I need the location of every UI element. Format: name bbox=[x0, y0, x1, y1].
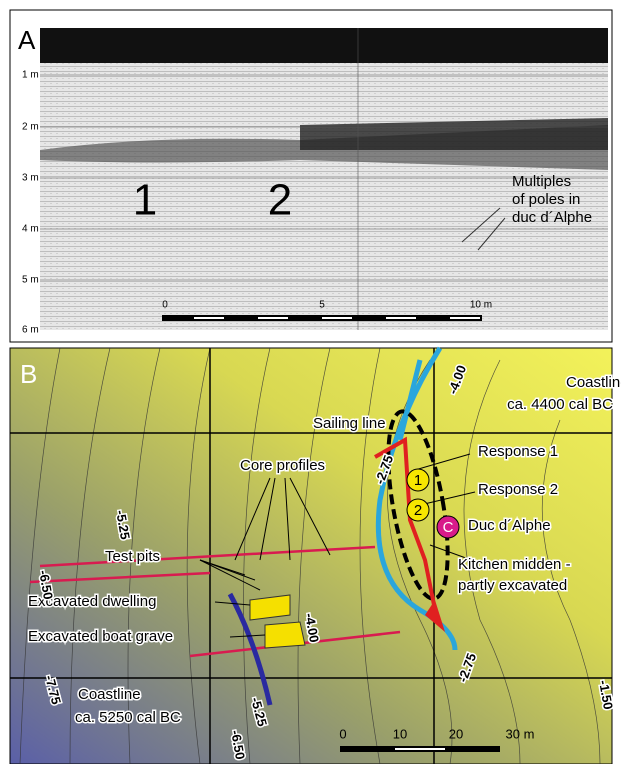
coastline-label: Coastline bbox=[78, 686, 141, 703]
sailing-arrow bbox=[425, 600, 445, 632]
depth-lines bbox=[40, 28, 608, 330]
contour-label: -4.00 bbox=[302, 612, 322, 644]
marker-label: C bbox=[443, 519, 454, 536]
response-number: 2 bbox=[268, 176, 292, 225]
depth-label: 6 m bbox=[22, 325, 39, 336]
label: Excavated boat grave bbox=[28, 628, 173, 645]
contour-label: -6.50 bbox=[228, 729, 248, 761]
radargram bbox=[40, 28, 608, 330]
panel-label: A bbox=[18, 25, 36, 55]
note: of poles in bbox=[512, 191, 580, 208]
scale-label: 30 m bbox=[506, 726, 535, 741]
coastline-label: ca. 5250 cal BC bbox=[75, 709, 181, 726]
contour-label: -6.50 bbox=[36, 569, 56, 601]
label: Excavated dwelling bbox=[28, 593, 156, 610]
depth-label: 1 m bbox=[22, 70, 39, 81]
response-number: 1 bbox=[133, 176, 157, 225]
leader-lines bbox=[199, 453, 486, 638]
label: Test pits bbox=[105, 548, 160, 565]
note: Multiples bbox=[512, 173, 571, 190]
pointer-lines bbox=[461, 207, 506, 251]
depth-label: 2 m bbox=[22, 122, 39, 133]
label: Duc d´Alphe bbox=[468, 517, 551, 534]
depth-label: 4 m bbox=[22, 224, 39, 235]
coastline-label: Coastline bbox=[566, 374, 621, 391]
surface-band bbox=[40, 28, 608, 63]
label: Response 2 bbox=[478, 481, 558, 498]
contour-label: -5.25 bbox=[113, 509, 133, 541]
marker-label: 1 bbox=[414, 472, 422, 489]
note: duc d´Alphe bbox=[512, 209, 592, 226]
scale-label: 20 bbox=[449, 726, 463, 741]
markers bbox=[406, 468, 460, 539]
depth-label: 3 m bbox=[22, 173, 39, 184]
coastline-new-top bbox=[397, 359, 423, 441]
label: partly excavated bbox=[458, 577, 567, 594]
panel-label: B bbox=[20, 359, 37, 389]
label: Core profiles bbox=[240, 457, 325, 474]
scale-label: 0 bbox=[162, 300, 168, 311]
sailing-line bbox=[374, 436, 437, 611]
depth-label: 5 m bbox=[22, 275, 39, 286]
scale-label: 10 bbox=[393, 726, 407, 741]
reflector-dark bbox=[300, 118, 608, 150]
scale-label: 10 m bbox=[470, 300, 492, 311]
excavations bbox=[249, 594, 306, 649]
scale-label: 0 bbox=[339, 726, 346, 741]
scale-label: 5 bbox=[319, 300, 325, 311]
label: Response 1 bbox=[478, 443, 558, 460]
coastline-label: ca. 4400 cal BC bbox=[507, 396, 613, 413]
marker-label: 2 bbox=[414, 502, 422, 519]
contour-label: -1.50 bbox=[596, 679, 616, 711]
response-area bbox=[386, 409, 450, 601]
label: Sailing line bbox=[313, 415, 386, 432]
label: Kitchen midden - bbox=[458, 556, 571, 573]
